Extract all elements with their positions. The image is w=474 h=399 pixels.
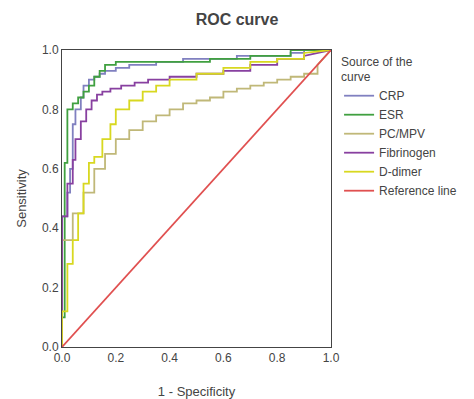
svg-text:0.8: 0.8 — [269, 351, 286, 365]
svg-text:PC/MPV: PC/MPV — [379, 127, 425, 141]
svg-text:Sensitivity: Sensitivity — [14, 169, 29, 228]
svg-text:0.6: 0.6 — [42, 162, 59, 176]
svg-text:Fibrinogen: Fibrinogen — [379, 146, 436, 160]
svg-text:0.2: 0.2 — [42, 281, 59, 295]
svg-text:1 - Specificity: 1 - Specificity — [158, 384, 236, 399]
svg-text:0.4: 0.4 — [161, 351, 178, 365]
svg-text:1.0: 1.0 — [323, 351, 340, 365]
svg-text:ESR: ESR — [379, 108, 404, 122]
svg-text:1.0: 1.0 — [42, 43, 59, 57]
svg-text:Reference line: Reference line — [379, 184, 457, 198]
svg-text:ROC curve: ROC curve — [196, 11, 279, 28]
svg-text:0.6: 0.6 — [215, 351, 232, 365]
svg-text:Source of thecurve: Source of thecurve — [341, 55, 413, 85]
svg-text:D-dimer: D-dimer — [379, 165, 422, 179]
svg-text:0.0: 0.0 — [54, 351, 71, 365]
svg-text:0.0: 0.0 — [42, 340, 59, 354]
svg-text:CRP: CRP — [379, 89, 404, 103]
svg-text:0.8: 0.8 — [42, 103, 59, 117]
svg-text:0.4: 0.4 — [42, 221, 59, 235]
svg-text:0.2: 0.2 — [107, 351, 124, 365]
